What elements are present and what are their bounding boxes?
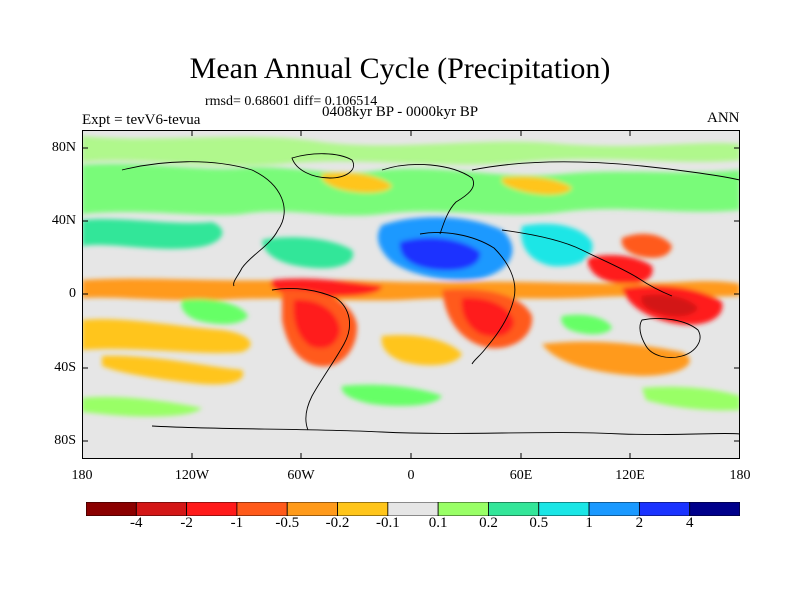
- colorbar-swatch: [286, 502, 338, 516]
- experiment-label: Expt = tevV6-tevua: [82, 112, 201, 128]
- colorbar-swatch: [236, 502, 288, 516]
- colorbar-swatch: [337, 502, 389, 516]
- lat-label: 80S: [54, 433, 76, 448]
- season-label: ANN: [707, 110, 740, 126]
- lat-label: 40S: [54, 360, 76, 375]
- lon-label: 60W: [287, 468, 315, 483]
- lat-label: 0: [69, 286, 76, 301]
- colorbar-label: -0.2: [325, 515, 350, 531]
- lon-label: 180: [71, 468, 93, 483]
- colorbar-swatch: [538, 502, 590, 516]
- colorbar-swatch: [437, 502, 489, 516]
- stats-subtitle: rmsd= 0.68601 diff= 0.106514: [205, 94, 378, 109]
- colorbar-label: -0.1: [375, 515, 400, 531]
- colorbar-label: -4: [130, 515, 143, 531]
- colorbar-label: 0.2: [479, 515, 498, 531]
- colorbar-swatch: [488, 502, 540, 516]
- precipitation-map: [82, 130, 740, 459]
- colorbar-swatch: [135, 502, 188, 516]
- colorbar-swatch: [638, 502, 691, 516]
- anomaly-fields: [82, 136, 740, 417]
- colorbar-label: 0.1: [428, 515, 448, 531]
- chart-title: Mean Annual Cycle (Precipitation): [189, 52, 611, 85]
- colorbar-label: -0.5: [275, 515, 300, 531]
- colorbar-label: 1: [585, 515, 593, 531]
- colorbar-label: -1: [230, 515, 244, 531]
- colorbar: [86, 502, 740, 516]
- colorbar-label: 0.5: [529, 515, 549, 531]
- colorbar-swatch: [186, 502, 238, 516]
- colorbar-swatch: [86, 502, 137, 516]
- period-label: 0408kyr BP - 0000kyr BP: [322, 104, 479, 120]
- coastlines: [121, 153, 740, 436]
- lat-label: 80N: [51, 140, 76, 155]
- lon-label: 60E: [509, 468, 533, 483]
- colorbar-swatch: [387, 502, 439, 516]
- colorbar-label: 2: [635, 515, 644, 531]
- colorbar-swatch: [689, 502, 740, 516]
- lat-label: 40N: [51, 213, 76, 228]
- lon-label: 180: [729, 468, 751, 483]
- lon-label: 0: [407, 468, 415, 483]
- colorbar-label: 4: [685, 515, 694, 531]
- lon-label: 120W: [174, 468, 210, 483]
- colorbar-swatch: [588, 502, 640, 516]
- lon-label: 120E: [615, 468, 645, 483]
- colorbar-label: -2: [180, 515, 193, 531]
